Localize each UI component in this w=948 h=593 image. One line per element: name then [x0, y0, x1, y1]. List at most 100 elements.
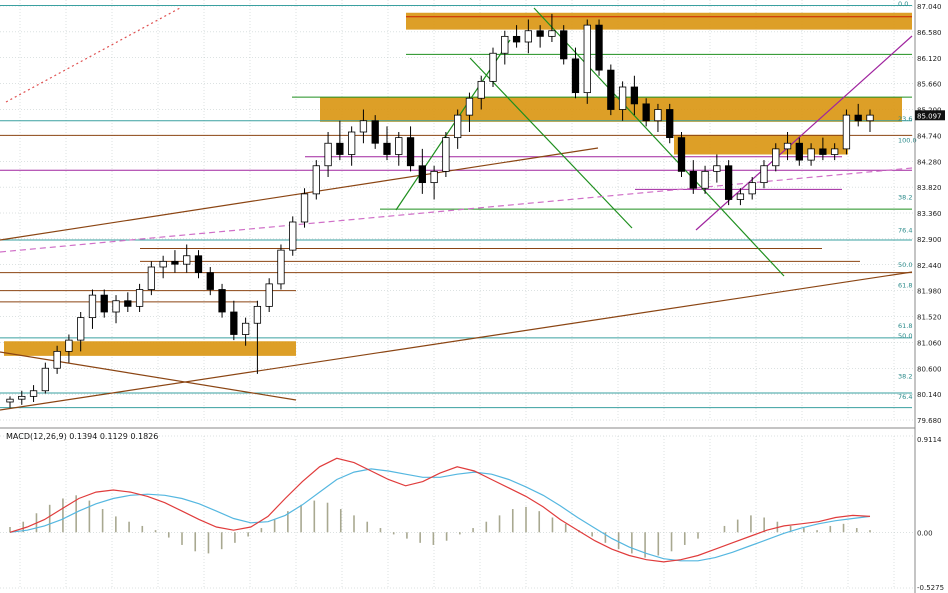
fib-level-label: 61.8 [898, 281, 912, 289]
price-tick-label: 83.820 [917, 184, 942, 192]
price-zone [406, 12, 912, 30]
fib-level-label: 50.0 [898, 332, 912, 340]
candle-body [230, 311, 238, 335]
candle-body [807, 148, 815, 161]
price-axis: 87.04086.58086.12085.66085.20084.74084.2… [917, 3, 942, 425]
candle-body [312, 165, 320, 195]
price-tick-label: 85.660 [917, 81, 942, 89]
candle-body [147, 266, 156, 290]
candle-body [112, 300, 120, 313]
price-tick-label: 82.900 [917, 236, 942, 244]
candle-body [595, 24, 603, 71]
candle-body [53, 350, 61, 369]
candle-body [760, 165, 768, 184]
candle-body [218, 289, 226, 313]
candle-body [406, 137, 415, 167]
price-tick-label: 82.440 [917, 262, 942, 270]
candle-body [489, 52, 497, 82]
candle-body [442, 137, 450, 172]
candle-body [689, 170, 697, 189]
fib-level-label: 38.2 [898, 373, 912, 381]
candle-body [88, 294, 97, 319]
candle-body [277, 249, 285, 285]
candle-body [560, 30, 568, 60]
candle-body [501, 35, 509, 54]
candle-body [100, 294, 108, 313]
candle-body [159, 260, 167, 268]
candle-body [724, 165, 733, 200]
candle-body [29, 390, 38, 397]
candle-body [571, 58, 580, 94]
candle-body [371, 120, 379, 144]
macd-title: MACD(12,26,9) 0.1394 0.1129 0.1826 [6, 432, 158, 441]
candle-body [607, 69, 615, 110]
candle-body [548, 30, 556, 37]
candle-body [241, 322, 250, 335]
fib-level-label: 100.0 [898, 136, 917, 144]
price-tick-label: 79.680 [917, 417, 942, 425]
price-tick-label: 84.740 [917, 132, 942, 140]
candle-body [795, 142, 803, 161]
trendline [0, 351, 297, 401]
candle-body [654, 109, 662, 122]
fib-level-label: 23.6 [898, 115, 912, 123]
macd-signal-line [9, 468, 871, 562]
candle-body [289, 221, 297, 251]
macd-tick-label: -0.5275 [917, 584, 944, 592]
fib-level-label: 61.8 [898, 322, 912, 330]
candlestick-series [6, 13, 874, 408]
candle-body [300, 193, 309, 223]
candle-body [65, 339, 73, 352]
candle-body [77, 317, 85, 341]
candle-body [135, 289, 144, 307]
fib-level-label: 38.2 [898, 194, 912, 202]
candle-body [348, 131, 356, 155]
candle-body [772, 148, 780, 167]
current-price-box [915, 110, 945, 121]
fib-level-label: 76.4 [898, 226, 912, 234]
candle-body [524, 30, 532, 43]
current-price-tag: 85.097 [915, 110, 945, 121]
price-tick-label: 81.060 [917, 339, 942, 347]
candle-body [583, 24, 591, 94]
price-tick-label: 81.980 [917, 288, 942, 296]
candle-body [512, 35, 521, 43]
current-price-label: 85.097 [917, 112, 942, 120]
candle-body [630, 86, 639, 105]
price-tick-label: 83.360 [917, 210, 942, 218]
candle-body [253, 305, 262, 324]
candle-body [477, 80, 485, 99]
candle-body [677, 137, 686, 172]
candle-body [642, 103, 650, 122]
candle-body [395, 137, 403, 155]
macd-lines [9, 457, 871, 563]
drawn-trendlines [0, 4, 913, 411]
candle-body [265, 283, 273, 307]
price-tick-label: 84.280 [917, 158, 942, 166]
trendline [0, 147, 599, 241]
candle-body [171, 260, 179, 265]
candle-body [736, 193, 745, 200]
candle-body [831, 148, 839, 155]
candle-body [6, 398, 14, 403]
candle-body [866, 114, 874, 122]
candle-body [465, 97, 474, 116]
candle-body [783, 142, 792, 150]
candle-body [194, 255, 203, 274]
macd-axis: 0.9114 0.00 -0.5275 [917, 436, 944, 592]
trendline [0, 271, 913, 411]
candle-body [206, 272, 214, 290]
candle-body [18, 395, 26, 400]
fibonacci-labels: 0.0 23.6 100.0 38.2 76.4 50.0 61.8 61.8 50.0 38.2… [898, 0, 917, 401]
candle-body [819, 148, 827, 155]
fib-level-label: 76.4 [898, 393, 912, 401]
candle-body [454, 114, 462, 139]
price-zone [674, 134, 848, 155]
candle-body [41, 367, 49, 392]
macd-main-line [9, 457, 871, 563]
candle-body [383, 142, 391, 155]
candle-body [359, 120, 368, 133]
candle-body [713, 165, 721, 172]
candle-body [842, 114, 851, 150]
